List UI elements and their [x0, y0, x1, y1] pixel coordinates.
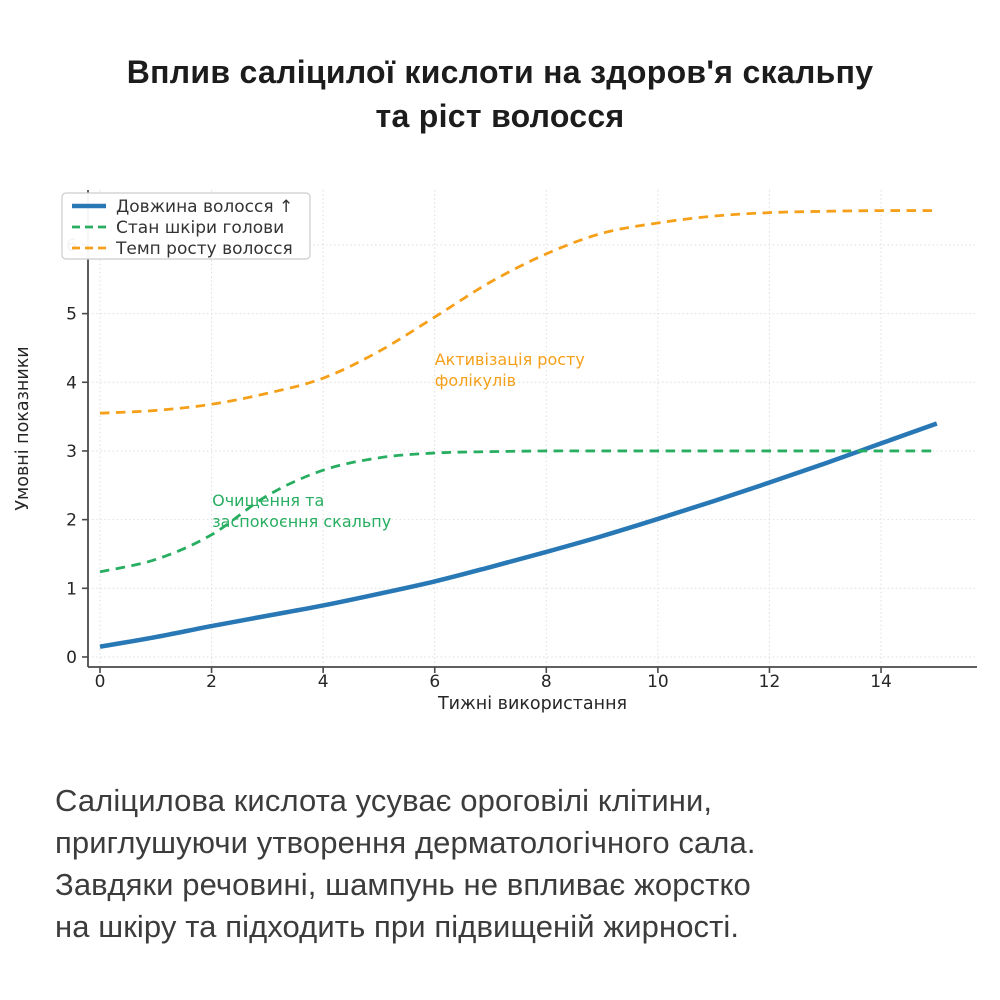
y-axis-label: Умовні показники	[13, 346, 33, 510]
annotation-line: фолікулів	[435, 371, 516, 390]
series-line-1	[99, 421, 938, 649]
series-line-2	[99, 449, 937, 574]
y-tick-label: 1	[66, 579, 77, 599]
x-tick-label: 14	[870, 672, 892, 692]
x-tick-label: 4	[318, 672, 329, 692]
page-title-line-2: та ріст волосся	[375, 98, 625, 134]
x-axis-label: Тижні використання	[437, 694, 627, 714]
ticks	[82, 244, 882, 673]
x-tick-label: 12	[759, 672, 781, 692]
y-tick-label: 5	[66, 305, 77, 325]
y-tick-label: 3	[66, 442, 77, 462]
x-tick-label: 0	[95, 672, 106, 692]
series-line-3	[99, 209, 937, 415]
line-chart: 024681012140123456Тижні використанняУмов…	[13, 190, 977, 714]
description-line-1: Саліцилова кислота усуває ороговілі кліт…	[55, 783, 713, 818]
axes-spines	[87, 190, 977, 668]
y-tick-label: 4	[66, 373, 77, 393]
legend-box	[61, 192, 311, 260]
legend-label-1: Довжина волосся ↑	[116, 197, 293, 217]
page-title-line-1: Вплив саліцилої кислоти на здоров'я скал…	[126, 54, 874, 90]
x-tick-label: 2	[206, 672, 217, 692]
annotation-2: Очищення та заспокоєння скальпу	[212, 491, 391, 531]
description-line-2: приглушуючи утворення дерматологічного с…	[55, 825, 756, 860]
x-tick-label: 6	[429, 672, 440, 692]
annotation-line: Очищення та	[212, 491, 324, 510]
annotation-line: заспокоєння скальпу	[212, 512, 391, 531]
description-text: Саліцилова кислота усуває ороговілі кліт…	[55, 780, 955, 948]
description-line-3: Завдяки речовині, шампунь не впливає жор…	[55, 867, 751, 902]
y-tick-label: 0	[66, 648, 77, 668]
legend-label-2: Стан шкіри голови	[116, 218, 284, 238]
tick-labels: 024681012140123456	[66, 236, 892, 692]
x-tick-label: 10	[647, 672, 669, 692]
x-tick-label: 8	[541, 672, 552, 692]
annotation-line: Активізація росту	[435, 350, 585, 369]
annotation-1: Активізація росту фолікулів	[435, 350, 585, 390]
legend-label-3: Темп росту волосся	[115, 239, 293, 259]
page-title: Вплив саліцилої кислоти на здоров'я скал…	[0, 50, 1000, 138]
gridlines	[88, 190, 977, 667]
chart-area: 024681012140123456Тижні використанняУмов…	[0, 160, 1000, 720]
y-tick-label: 2	[66, 511, 77, 531]
description-line-4: на шкіру та підходить при підвищеній жир…	[55, 909, 740, 944]
